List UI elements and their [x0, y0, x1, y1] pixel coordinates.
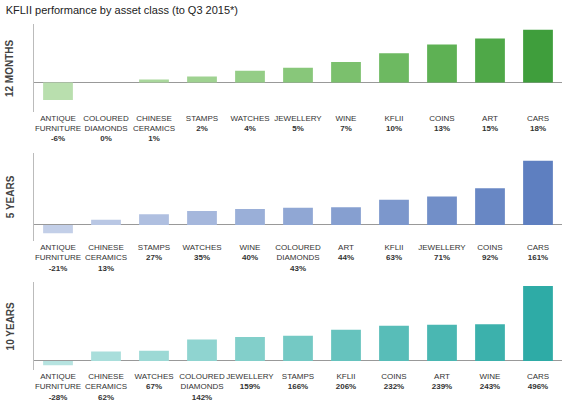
svg-text:JEWELLERY5%: JEWELLERY5% — [274, 114, 322, 133]
svg-text:WINE40%: WINE40% — [240, 243, 261, 262]
svg-text:COLOUREDDIAMONDS43%: COLOUREDDIAMONDS43% — [275, 243, 321, 273]
svg-text:COINS92%: COINS92% — [477, 243, 502, 262]
svg-text:ART15%: ART15% — [482, 114, 498, 133]
svg-text:12 MONTHS: 12 MONTHS — [4, 40, 15, 98]
svg-text:KFLII performance by asset cla: KFLII performance by asset class (to Q3 … — [6, 4, 238, 16]
svg-text:WINE7%: WINE7% — [336, 114, 357, 133]
svg-text:ANTIQUEFURNITURE-6%: ANTIQUEFURNITURE-6% — [35, 114, 81, 144]
svg-text:10 YEARS: 10 YEARS — [5, 302, 16, 351]
svg-text:5 YEARS: 5 YEARS — [5, 175, 16, 218]
svg-text:ART44%: ART44% — [338, 243, 354, 262]
svg-text:COINS13%: COINS13% — [429, 114, 454, 133]
svg-text:WINE243%: WINE243% — [480, 372, 501, 391]
svg-text:CARS161%: CARS161% — [527, 243, 549, 262]
svg-text:CHINESECERAMICS62%: CHINESECERAMICS62% — [85, 372, 127, 402]
svg-text:CARS18%: CARS18% — [527, 114, 549, 133]
svg-text:COLOUREDDIAMONDS0%: COLOUREDDIAMONDS0% — [83, 114, 129, 144]
svg-text:ANTIQUEFURNITURE-28%: ANTIQUEFURNITURE-28% — [35, 372, 81, 402]
svg-text:STAMPS27%: STAMPS27% — [138, 243, 170, 262]
svg-text:WATCHES35%: WATCHES35% — [182, 243, 221, 262]
svg-text:COLOUREDDIAMONDS142%: COLOUREDDIAMONDS142% — [179, 372, 225, 402]
svg-text:STAMPS166%: STAMPS166% — [282, 372, 314, 391]
svg-text:ART239%: ART239% — [432, 372, 452, 391]
svg-text:WATCHES67%: WATCHES67% — [134, 372, 173, 391]
svg-text:CHINESECERAMICS1%: CHINESECERAMICS1% — [133, 114, 175, 144]
svg-text:KFLII10%: KFLII10% — [384, 114, 403, 133]
svg-text:KFLII63%: KFLII63% — [384, 243, 403, 262]
svg-text:CARS496%: CARS496% — [527, 372, 549, 391]
svg-text:JEWELLERY71%: JEWELLERY71% — [418, 243, 466, 262]
svg-text:JEWELLERY159%: JEWELLERY159% — [226, 372, 274, 391]
svg-text:KFLII206%: KFLII206% — [336, 372, 356, 391]
svg-text:STAMPS2%: STAMPS2% — [186, 114, 218, 133]
svg-text:COINS232%: COINS232% — [381, 372, 406, 391]
svg-text:ANTIQUEFURNITURE-21%: ANTIQUEFURNITURE-21% — [35, 243, 81, 273]
svg-text:CHINESECERAMICS13%: CHINESECERAMICS13% — [85, 243, 127, 273]
svg-text:WATCHES4%: WATCHES4% — [230, 114, 269, 133]
